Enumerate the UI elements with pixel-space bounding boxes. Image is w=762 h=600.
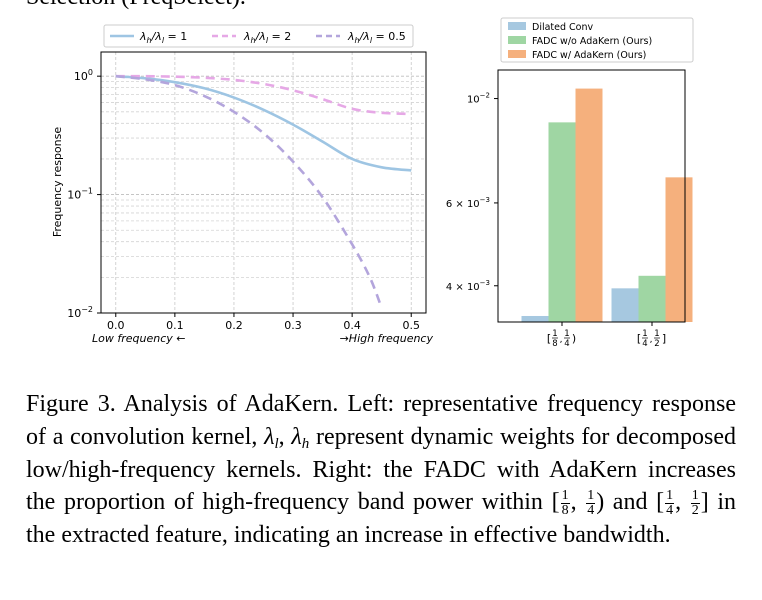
bar-chart-bars bbox=[521, 88, 693, 322]
legend-swatch-dilated-conv bbox=[508, 22, 526, 30]
lambda-sub-h: h bbox=[301, 435, 310, 452]
tick-num-a: 1 bbox=[552, 329, 557, 339]
tick-num-b: 1 bbox=[564, 329, 569, 339]
line-chart: λh/λl = 1 λh/λl = 2 λh/λl = 0.5 0.0 0.1 0.… bbox=[51, 24, 434, 345]
x-label-low-frequency: Low frequency ← bbox=[92, 332, 185, 345]
caption-part-2: represent dynamic weights for decomposed… bbox=[26, 423, 737, 516]
caption-part-3: in the extracted feature, indicating an … bbox=[26, 489, 737, 549]
tick-den-a: 8 bbox=[552, 339, 557, 349]
bar-x-tick-label: [14,12] bbox=[637, 329, 666, 349]
legend-label-dilated-conv: Dilated Conv bbox=[532, 22, 594, 33]
x-tick-label: 0.0 bbox=[107, 319, 125, 332]
tick-num-a: 1 bbox=[642, 329, 647, 339]
x-tick-label: 0.1 bbox=[166, 319, 184, 332]
bar-1-group-2 bbox=[611, 288, 639, 322]
x-label-high-frequency: →High frequency bbox=[340, 332, 434, 345]
figure-caption: Figure 3. Analysis of AdaKern. Left: rep… bbox=[26, 388, 736, 552]
interval-1: [1 8, 1 4) bbox=[551, 488, 605, 519]
legend-label-series-3: λh/λl = 0.5 bbox=[347, 30, 406, 45]
legend-swatch-fadc-with-adakern bbox=[508, 50, 526, 58]
lambda-symbol-l: λ bbox=[264, 423, 275, 450]
y-tick-label: 10−2 bbox=[67, 305, 93, 320]
header-fragment: Selection (FreqSelect). bbox=[26, 0, 246, 11]
line-chart-y-ticks: 100 10−1 10−2 bbox=[67, 68, 101, 320]
series-line-2 bbox=[115, 74, 412, 116]
y-tick-label: 10−1 bbox=[67, 187, 93, 202]
bar-3-group-1 bbox=[575, 88, 603, 322]
x-tick-label: 0.2 bbox=[225, 319, 243, 332]
line-chart-x-ticks: 0.0 0.1 0.2 0.3 0.4 0.5 bbox=[107, 313, 420, 332]
bar-2-group-2 bbox=[638, 275, 666, 322]
caption-part-1: Figure 3. Analysis of AdaKern. Left: rep… bbox=[26, 391, 736, 450]
bar-legend-box bbox=[500, 17, 694, 63]
legend-label-series-1: λh/λl = 1 bbox=[139, 30, 187, 45]
line-chart-y-label: Frequency response bbox=[51, 127, 64, 238]
legend-swatch-fadc-without-adakern bbox=[508, 36, 526, 44]
caption-and: and bbox=[604, 489, 657, 516]
legend-box bbox=[103, 24, 414, 48]
lambda-symbol-h: λ bbox=[291, 423, 302, 450]
tick-close-bracket: ) bbox=[572, 332, 576, 345]
tick-comma: , bbox=[650, 335, 653, 345]
lambda-h: λh bbox=[291, 423, 310, 452]
bar-2-group-1 bbox=[548, 122, 576, 322]
y-tick-label: 100 bbox=[74, 68, 93, 83]
line-chart-legend: λh/λl = 1 λh/λl = 2 λh/λl = 0.5 bbox=[103, 24, 414, 48]
line-chart-frame bbox=[100, 51, 427, 314]
x-tick-label: 0.3 bbox=[284, 319, 302, 332]
tick-den-b: 2 bbox=[654, 339, 659, 349]
legend-label-fadc-with-adakern: FADC w/ AdaKern (Ours) bbox=[532, 50, 646, 61]
bar-1-group-1 bbox=[521, 315, 549, 322]
line-chart-grid bbox=[101, 52, 426, 314]
tick-den-a: 4 bbox=[642, 339, 647, 349]
tick-open-bracket: [ bbox=[637, 332, 641, 345]
tick-close-bracket: ] bbox=[662, 332, 666, 345]
bar-y-tick-label: 10−2 bbox=[467, 92, 490, 106]
lambda-l: λl bbox=[264, 423, 279, 452]
interval-2: [1 4, 1 2] bbox=[656, 488, 709, 519]
bar-chart-y-ticks: 10−2 6 × 10−3 4 × 10−3 bbox=[446, 92, 498, 293]
tick-num-b: 1 bbox=[654, 329, 659, 339]
series-line-1 bbox=[115, 74, 412, 172]
caption-comma: , bbox=[278, 423, 292, 450]
series-line-3 bbox=[115, 74, 383, 309]
bar-chart-x-ticks: [18,14)[14,12] bbox=[547, 322, 666, 349]
bar-y-tick-label: 6 × 10−3 bbox=[446, 196, 490, 210]
bar-chart: Dilated Conv FADC w/o AdaKern (Ours) FAD… bbox=[446, 17, 694, 349]
bar-chart-legend: Dilated Conv FADC w/o AdaKern (Ours) FAD… bbox=[500, 17, 694, 63]
legend-label-series-2: λh/λl = 2 bbox=[243, 30, 291, 45]
lambda-sub-l: l bbox=[274, 435, 279, 452]
bar-y-tick-label: 4 × 10−3 bbox=[446, 279, 490, 293]
bar-x-tick-label: [18,14) bbox=[547, 329, 576, 349]
x-tick-label: 0.4 bbox=[343, 319, 361, 332]
x-tick-label: 0.5 bbox=[402, 319, 420, 332]
tick-den-b: 4 bbox=[564, 339, 569, 349]
bar-chart-frame bbox=[497, 69, 686, 323]
line-chart-series bbox=[115, 74, 412, 309]
legend-label-fadc-without-adakern: FADC w/o AdaKern (Ours) bbox=[532, 36, 652, 47]
tick-open-bracket: [ bbox=[547, 332, 551, 345]
tick-comma: , bbox=[560, 335, 563, 345]
bar-3-group-2 bbox=[665, 177, 693, 322]
